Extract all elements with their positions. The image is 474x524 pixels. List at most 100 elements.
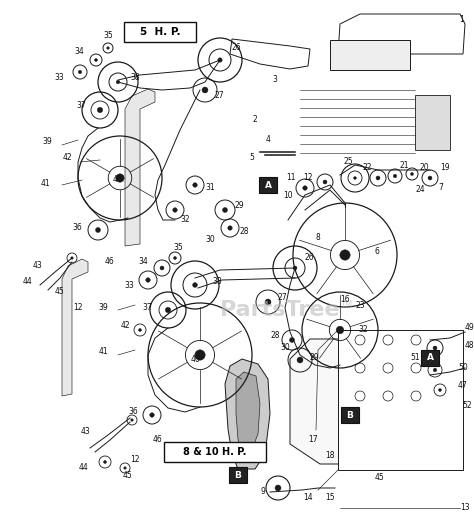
Polygon shape [225,359,270,469]
FancyBboxPatch shape [164,442,266,462]
Text: 26: 26 [232,43,242,52]
FancyBboxPatch shape [330,40,410,70]
Circle shape [354,177,356,179]
Circle shape [71,257,73,259]
Text: 18: 18 [325,451,335,460]
Text: 19: 19 [440,163,450,172]
Text: 52: 52 [462,400,472,409]
Circle shape [218,58,222,62]
Text: 39: 39 [98,303,108,312]
Text: 30: 30 [280,344,290,353]
Text: 45: 45 [375,474,385,483]
Text: 35: 35 [173,244,183,253]
Circle shape [97,107,103,113]
Text: TM: TM [340,300,352,309]
Text: 4: 4 [265,136,271,145]
Circle shape [297,357,303,363]
Text: 26: 26 [305,254,315,263]
Text: 49: 49 [465,323,474,333]
Text: 41: 41 [40,179,50,188]
Text: 12: 12 [303,173,313,182]
Text: 12: 12 [73,303,83,312]
FancyBboxPatch shape [341,407,359,423]
Text: 43: 43 [32,260,42,269]
Circle shape [222,208,228,213]
Polygon shape [230,39,310,69]
Circle shape [116,174,124,182]
Text: 1: 1 [460,16,465,25]
Text: 50: 50 [458,364,468,373]
Text: 33: 33 [54,73,64,82]
Text: 46: 46 [153,435,163,444]
Text: 8: 8 [315,234,320,243]
Text: 17: 17 [309,435,318,444]
Text: 39: 39 [42,137,52,147]
Text: 37: 37 [76,101,86,110]
Text: 31: 31 [205,183,215,192]
Text: 38: 38 [212,278,222,287]
Circle shape [192,282,197,287]
Circle shape [173,257,176,259]
Text: 35: 35 [103,31,113,40]
Circle shape [410,172,413,176]
Text: 32: 32 [180,215,190,224]
Circle shape [107,47,109,49]
FancyBboxPatch shape [415,95,450,150]
Text: 47: 47 [458,380,468,389]
Text: 48: 48 [465,341,474,350]
Circle shape [116,80,120,84]
Text: 22: 22 [363,163,372,172]
Circle shape [165,307,171,313]
Text: 33: 33 [124,281,134,290]
Circle shape [275,485,281,491]
Text: 34: 34 [74,48,84,57]
Circle shape [173,208,177,212]
Circle shape [228,226,232,230]
Polygon shape [338,14,465,54]
Circle shape [303,185,307,190]
Circle shape [323,180,327,184]
Text: 30: 30 [205,235,215,245]
Text: 43: 43 [80,428,90,436]
Text: 14: 14 [303,494,313,503]
Text: PartsTree: PartsTree [220,300,339,320]
FancyBboxPatch shape [229,467,247,483]
Text: A: A [427,354,434,363]
Text: 2: 2 [253,115,257,125]
Text: 46: 46 [105,257,115,267]
Text: 20: 20 [420,163,429,172]
Text: 15: 15 [325,494,335,503]
Text: 12: 12 [130,455,139,464]
Text: 40: 40 [191,355,201,365]
Circle shape [103,461,107,464]
FancyBboxPatch shape [259,177,277,193]
Circle shape [160,266,164,270]
Text: 27: 27 [215,91,225,100]
Text: 29: 29 [235,201,245,210]
Polygon shape [125,89,155,246]
Text: 36: 36 [128,408,138,417]
Text: 34: 34 [138,257,148,267]
Text: 45: 45 [55,288,65,297]
Text: A: A [264,180,272,190]
FancyBboxPatch shape [421,350,439,366]
Circle shape [336,326,344,334]
Circle shape [131,419,133,421]
Circle shape [150,413,154,417]
Text: 11: 11 [286,173,296,182]
Circle shape [433,346,437,350]
FancyBboxPatch shape [124,22,196,42]
Text: 23: 23 [355,300,365,310]
Text: 44: 44 [22,278,32,287]
Circle shape [193,183,197,187]
Polygon shape [290,339,450,464]
Circle shape [438,388,441,391]
Text: 7: 7 [438,183,443,192]
Circle shape [138,329,142,332]
Text: 27: 27 [278,293,288,302]
Text: 37: 37 [142,302,152,311]
Circle shape [340,250,350,260]
Circle shape [94,59,98,61]
Text: 25: 25 [343,158,353,167]
Text: 21: 21 [400,160,410,169]
